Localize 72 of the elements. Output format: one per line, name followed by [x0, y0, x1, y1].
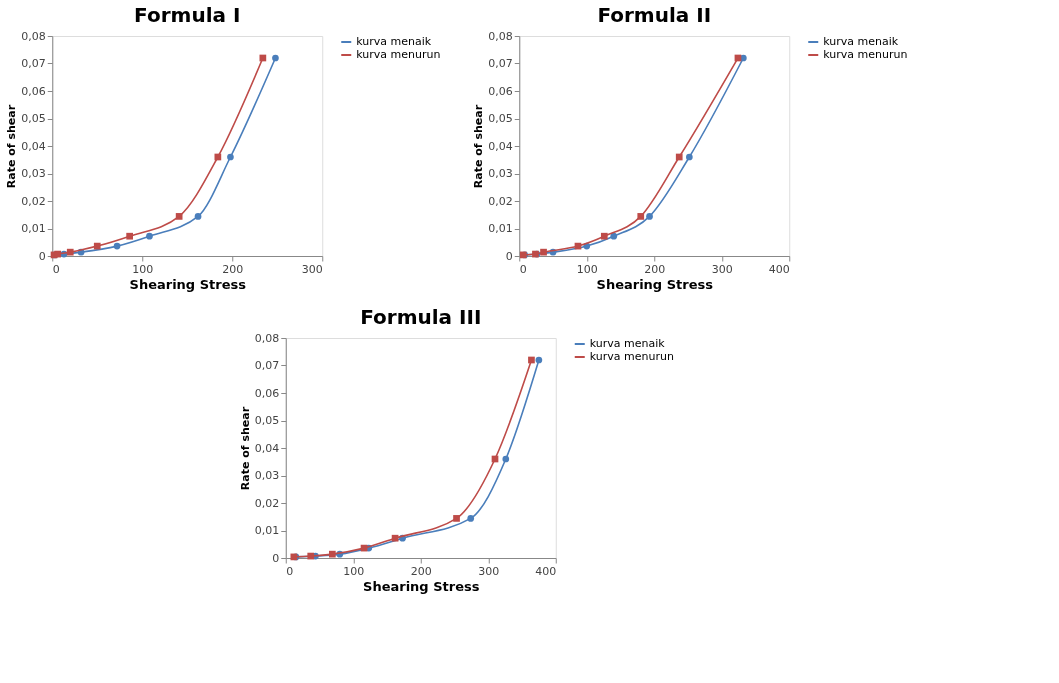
x-tick-label: 300 [478, 564, 500, 578]
point [391, 534, 399, 542]
y-tick-label: 0,04 [488, 139, 513, 153]
x-tick-label: 100 [343, 564, 365, 578]
y-tick-label: 0,03 [21, 167, 46, 180]
point [528, 356, 535, 364]
point [540, 248, 547, 256]
legend-label: kurva menaik [589, 337, 666, 350]
chart-title: Formula II [597, 3, 712, 27]
y-tick-label: 0,04 [254, 441, 280, 455]
y-tick-label: 0,03 [488, 167, 513, 180]
y-tick-label: 0,07 [21, 57, 46, 70]
y-tick-label: 0,07 [488, 57, 513, 70]
y-tick-label: 0,01 [21, 222, 46, 235]
point [675, 153, 683, 161]
x-tick-label: 400 [535, 564, 557, 578]
legend-label: kurva menaik [823, 35, 899, 48]
y-tick-label: 0,05 [254, 414, 280, 427]
y-tick-label: 0 [505, 249, 513, 263]
x-axis-title: Shearing Stress [596, 276, 714, 292]
y-tick-label: 0,08 [254, 331, 280, 345]
point [307, 552, 315, 560]
y-axis-title: Rate of shear [472, 104, 486, 189]
y-tick-label: 0,07 [254, 359, 280, 372]
point [600, 232, 608, 240]
y-tick-label: 0,08 [488, 29, 513, 43]
chart-title: Formula I [134, 3, 241, 27]
legend-label: kurva menurun [356, 48, 441, 61]
point [610, 232, 618, 240]
legend-label: kurva menurun [823, 48, 908, 61]
x-tick-label: 0 [52, 262, 60, 276]
point [686, 153, 693, 161]
y-tick-label: 0,03 [254, 469, 280, 482]
x-tick-label: 0 [286, 564, 294, 578]
y-tick-label: 0,02 [254, 496, 280, 510]
point [637, 213, 645, 220]
x-tick-label: 200 [410, 564, 432, 578]
point [328, 550, 336, 558]
legend-label: kurva menaik [356, 35, 432, 48]
y-tick-label: 0,06 [254, 386, 280, 400]
chart-title: Formula III [360, 305, 482, 329]
y-axis-title: Rate of shear [5, 104, 19, 189]
y-tick-label: 0,04 [21, 139, 46, 153]
y-tick-label: 0 [38, 249, 46, 263]
y-axis-title: Rate of shear [238, 406, 252, 491]
point [740, 54, 747, 62]
point [646, 213, 653, 220]
y-tick-label: 0,06 [488, 84, 513, 98]
y-tick-label: 0,08 [21, 29, 46, 43]
x-axis-title: Shearing Stress [129, 276, 247, 292]
y-tick-label: 0 [272, 551, 280, 565]
y-tick-label: 0,02 [21, 194, 46, 208]
y-tick-label: 0,02 [488, 194, 513, 208]
point [453, 515, 460, 522]
x-tick-label: 300 [711, 262, 733, 276]
y-tick-label: 0,01 [488, 222, 513, 235]
x-tick-label: 100 [132, 262, 154, 276]
x-tick-label: 0 [519, 262, 527, 276]
x-tick-label: 400 [768, 262, 790, 276]
point [502, 455, 510, 463]
legend-label: kurva menurun [589, 350, 674, 363]
x-tick-label: 100 [576, 262, 598, 276]
y-tick-label: 0,06 [21, 84, 46, 98]
x-tick-label: 200 [222, 262, 244, 276]
y-tick-label: 0,05 [488, 112, 513, 125]
x-tick-label: 300 [301, 262, 323, 276]
x-axis-title: Shearing Stress [363, 578, 480, 594]
point [535, 356, 543, 364]
y-tick-label: 0,01 [254, 524, 280, 537]
y-tick-label: 0,05 [21, 112, 46, 125]
x-tick-label: 200 [644, 262, 666, 276]
point [467, 515, 475, 522]
